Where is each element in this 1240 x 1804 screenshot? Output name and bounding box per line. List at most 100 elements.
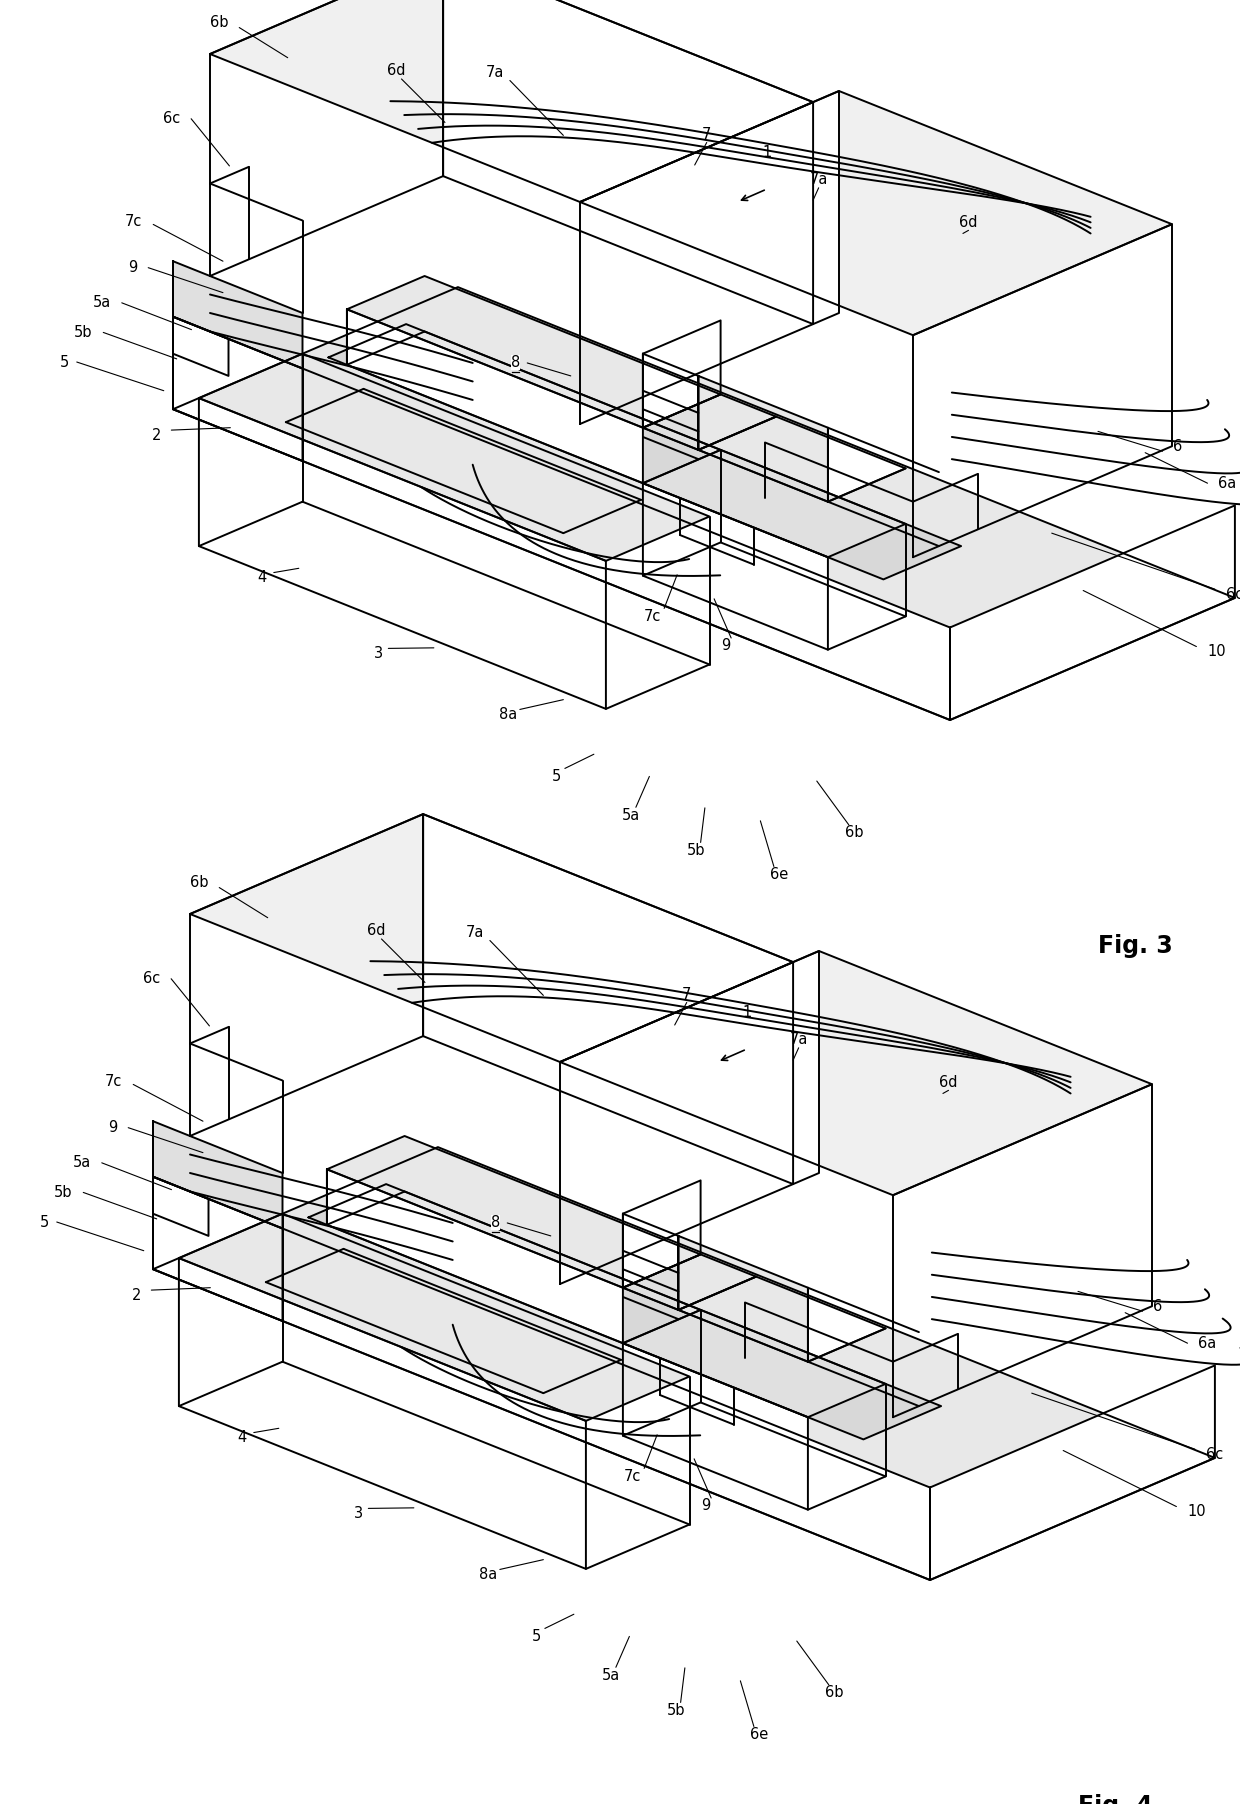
Text: 10: 10	[1187, 1505, 1205, 1519]
Text: 6: 6	[1153, 1299, 1162, 1313]
Text: 8: 8	[491, 1216, 500, 1230]
Text: 3: 3	[373, 646, 383, 660]
Polygon shape	[642, 483, 828, 649]
Polygon shape	[174, 318, 950, 720]
Polygon shape	[153, 1176, 930, 1580]
Text: 7a: 7a	[486, 65, 505, 79]
Text: 3: 3	[353, 1506, 363, 1521]
Polygon shape	[930, 1366, 1215, 1580]
Polygon shape	[347, 276, 720, 428]
Polygon shape	[329, 325, 961, 579]
Polygon shape	[622, 1180, 701, 1288]
Polygon shape	[174, 262, 303, 368]
Text: 1: 1	[743, 1005, 751, 1019]
Text: 9: 9	[109, 1120, 118, 1135]
Text: 5a: 5a	[93, 296, 110, 310]
Polygon shape	[174, 318, 303, 462]
Text: 5a: 5a	[73, 1155, 91, 1171]
Text: 5: 5	[61, 355, 69, 370]
Text: 6b: 6b	[190, 875, 208, 889]
Polygon shape	[698, 375, 828, 502]
Polygon shape	[580, 90, 1172, 336]
Text: 7a: 7a	[466, 925, 484, 940]
Text: 5a: 5a	[601, 1667, 620, 1683]
Text: 4: 4	[237, 1431, 247, 1445]
Text: 6d: 6d	[939, 1075, 957, 1090]
Polygon shape	[174, 287, 1235, 720]
Text: 6d: 6d	[367, 924, 386, 938]
Text: 5b: 5b	[666, 1703, 684, 1717]
Polygon shape	[190, 814, 794, 1063]
Polygon shape	[560, 951, 1152, 1196]
Text: 5b: 5b	[74, 325, 93, 339]
Polygon shape	[179, 1214, 689, 1422]
Polygon shape	[622, 1214, 678, 1310]
Text: 6c: 6c	[1207, 1447, 1224, 1461]
Polygon shape	[622, 1344, 808, 1510]
Polygon shape	[678, 1277, 885, 1362]
Polygon shape	[950, 505, 1235, 720]
Polygon shape	[622, 1310, 885, 1418]
Text: 7: 7	[682, 987, 692, 1001]
Text: 7a: 7a	[790, 1032, 807, 1048]
Polygon shape	[678, 1236, 808, 1362]
Text: 6d: 6d	[387, 63, 405, 79]
Polygon shape	[698, 417, 905, 502]
Text: 9: 9	[702, 1499, 711, 1514]
Polygon shape	[198, 354, 709, 561]
Text: 6d: 6d	[960, 215, 978, 229]
Text: 7c: 7c	[104, 1073, 122, 1090]
Polygon shape	[153, 1176, 283, 1321]
Polygon shape	[443, 0, 813, 325]
Polygon shape	[210, 0, 813, 202]
Polygon shape	[642, 395, 776, 449]
Text: 8: 8	[511, 355, 520, 370]
Text: 5: 5	[40, 1214, 50, 1230]
Polygon shape	[309, 1183, 941, 1440]
Text: 1: 1	[763, 144, 771, 159]
Text: 5: 5	[552, 769, 562, 785]
Text: 6b: 6b	[210, 14, 228, 31]
Text: 10: 10	[1207, 644, 1225, 658]
Text: 6c: 6c	[143, 971, 160, 987]
Polygon shape	[153, 1176, 208, 1236]
Text: Fig. 3: Fig. 3	[1097, 934, 1172, 958]
Polygon shape	[174, 318, 228, 375]
Polygon shape	[327, 1169, 622, 1344]
Text: 7c: 7c	[624, 1468, 641, 1485]
Text: 6e: 6e	[770, 868, 787, 882]
Polygon shape	[327, 1137, 701, 1288]
Polygon shape	[560, 951, 818, 1284]
Text: 6b: 6b	[825, 1685, 843, 1701]
Text: 5: 5	[532, 1629, 542, 1643]
Text: 6c: 6c	[162, 112, 180, 126]
Polygon shape	[153, 1147, 1215, 1580]
Polygon shape	[893, 1084, 1152, 1418]
Text: 6b: 6b	[844, 826, 863, 841]
Polygon shape	[913, 224, 1172, 557]
Text: 6a: 6a	[1198, 1335, 1216, 1351]
Text: Fig. 4: Fig. 4	[1078, 1793, 1152, 1804]
Text: 9: 9	[129, 260, 138, 276]
Polygon shape	[179, 1257, 585, 1569]
Text: 8a: 8a	[479, 1568, 497, 1582]
Polygon shape	[642, 449, 905, 557]
Polygon shape	[642, 354, 698, 449]
Text: 7c: 7c	[644, 610, 661, 624]
Polygon shape	[210, 0, 443, 276]
Text: 6a: 6a	[1219, 476, 1236, 491]
Text: 7c: 7c	[124, 215, 141, 229]
Text: 6e: 6e	[750, 1726, 768, 1743]
Text: 2: 2	[131, 1288, 141, 1302]
Polygon shape	[347, 308, 642, 483]
Text: 5a: 5a	[621, 808, 640, 823]
Polygon shape	[622, 1254, 756, 1310]
Text: 7: 7	[702, 126, 712, 143]
Text: 4: 4	[257, 570, 267, 584]
Text: 6c: 6c	[1226, 586, 1240, 603]
Text: 5b: 5b	[55, 1185, 72, 1200]
Polygon shape	[580, 90, 839, 424]
Text: 9: 9	[722, 639, 730, 653]
Polygon shape	[198, 399, 606, 709]
Text: 6: 6	[1173, 438, 1182, 453]
